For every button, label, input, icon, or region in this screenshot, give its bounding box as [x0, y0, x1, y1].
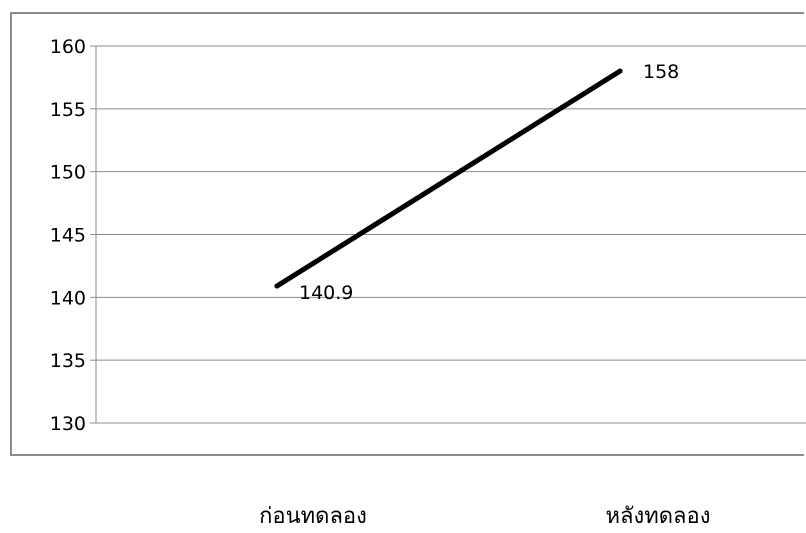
- data-label-0: 140.9: [299, 282, 353, 304]
- y-tick-label-150: 150: [50, 162, 86, 184]
- data-point-0: [274, 283, 280, 289]
- y-tick-label-135: 135: [50, 350, 86, 372]
- data-label-1: 158: [643, 61, 679, 83]
- y-tick-label-155: 155: [50, 99, 86, 121]
- y-tick-label-145: 145: [50, 225, 86, 247]
- category-label-before: ก่อนทดลอง: [259, 504, 367, 529]
- y-tick-label-160: 160: [50, 36, 86, 58]
- y-tick-label-130: 130: [50, 413, 86, 435]
- category-label-after: หลังทดลอง: [605, 504, 711, 529]
- y-tick-label-140: 140: [50, 287, 86, 309]
- data-point-1: [617, 68, 623, 74]
- series-line-0: [274, 68, 623, 289]
